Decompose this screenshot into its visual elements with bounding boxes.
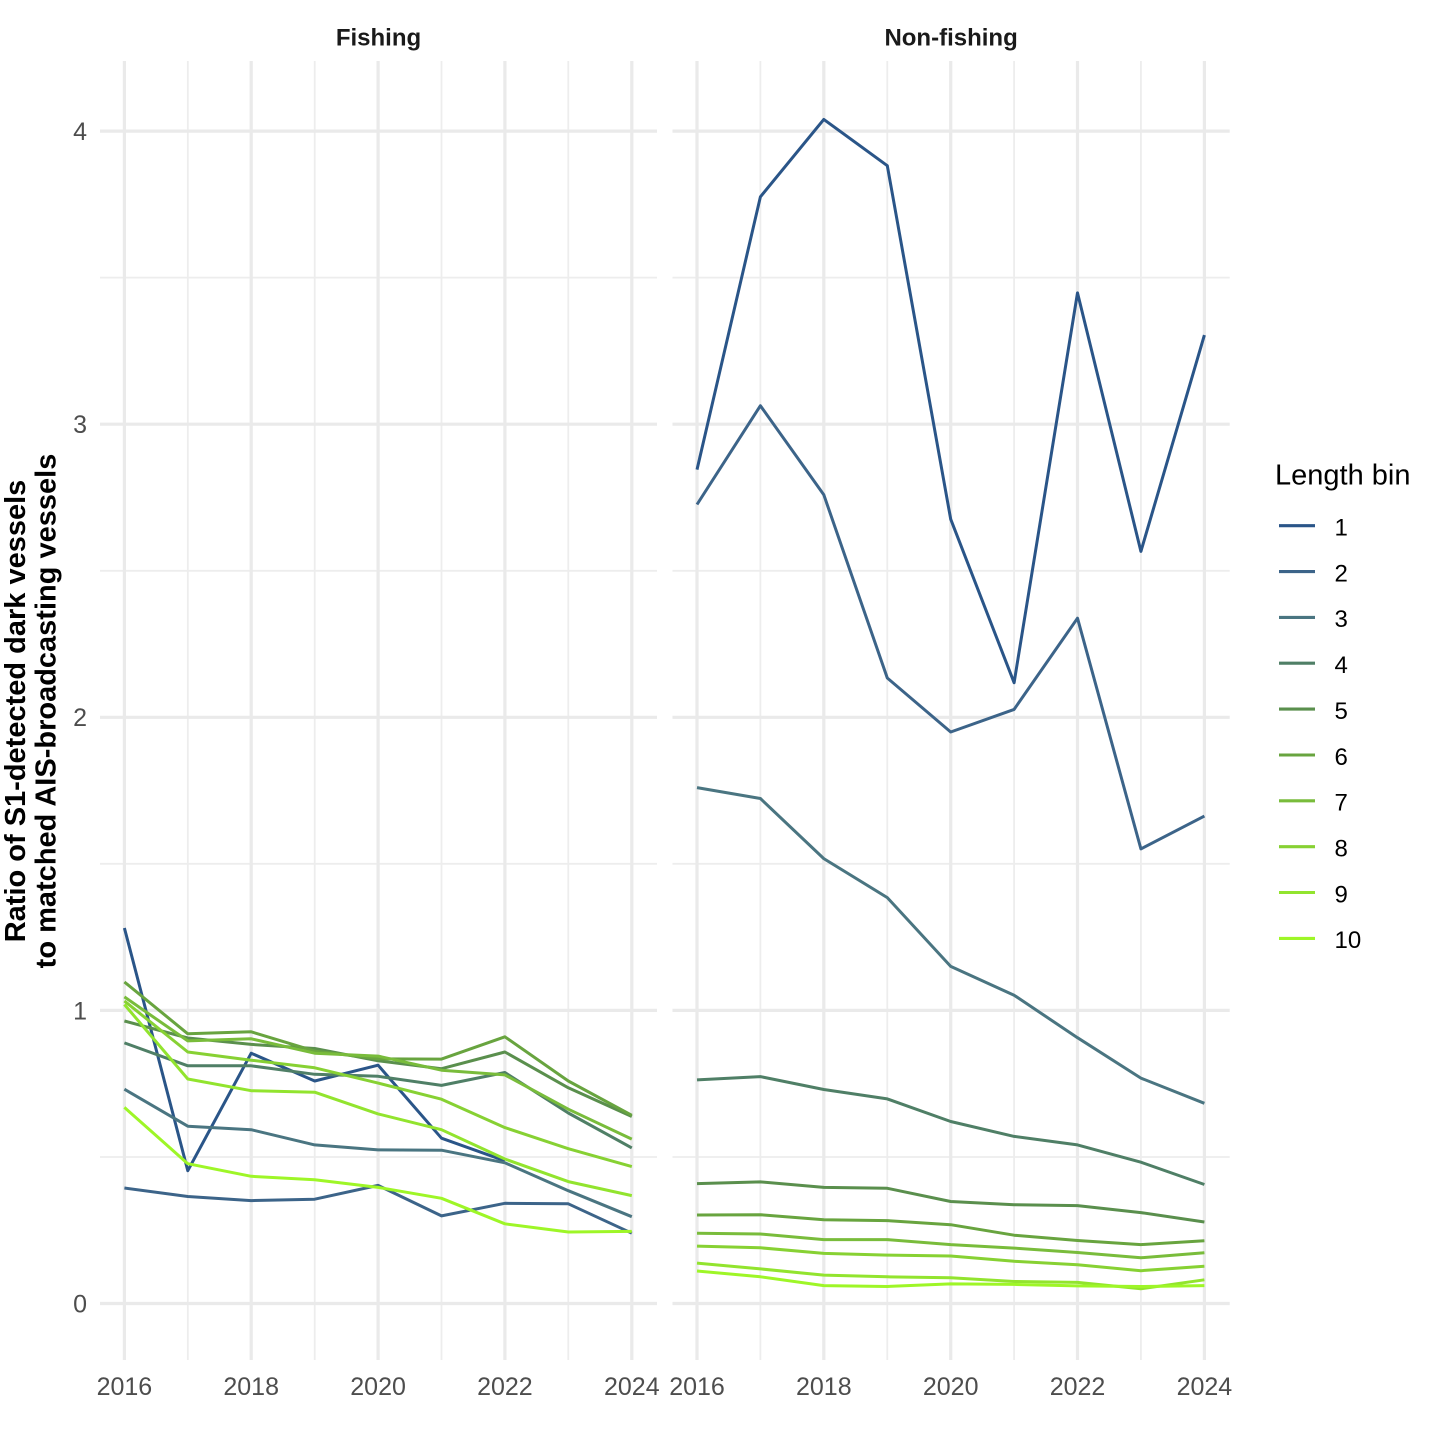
svg-text:Non-fishing: Non-fishing xyxy=(884,25,1017,52)
svg-text:Fishing: Fishing xyxy=(336,25,421,52)
svg-text:2018: 2018 xyxy=(223,1373,279,1401)
svg-text:2024: 2024 xyxy=(1177,1373,1233,1401)
svg-text:7: 7 xyxy=(1335,790,1348,817)
svg-text:4: 4 xyxy=(1335,652,1348,679)
svg-text:2024: 2024 xyxy=(604,1373,660,1401)
svg-text:2020: 2020 xyxy=(923,1373,979,1401)
svg-text:2016: 2016 xyxy=(97,1373,153,1401)
svg-text:5: 5 xyxy=(1335,698,1348,725)
svg-text:2020: 2020 xyxy=(350,1373,406,1401)
svg-text:2: 2 xyxy=(1335,560,1348,587)
svg-text:2018: 2018 xyxy=(796,1373,852,1401)
svg-text:2016: 2016 xyxy=(669,1373,725,1401)
svg-text:to matched AIS-broadcasting ve: to matched AIS-broadcasting vessels xyxy=(31,454,63,969)
svg-text:Length bin: Length bin xyxy=(1275,459,1410,491)
svg-text:0: 0 xyxy=(73,1290,87,1318)
svg-text:4: 4 xyxy=(73,118,87,146)
svg-text:6: 6 xyxy=(1335,744,1348,771)
svg-text:2: 2 xyxy=(73,704,87,732)
svg-text:1: 1 xyxy=(1335,515,1348,542)
svg-text:8: 8 xyxy=(1335,836,1348,863)
svg-text:3: 3 xyxy=(73,411,87,439)
svg-text:9: 9 xyxy=(1335,881,1348,908)
svg-text:1: 1 xyxy=(73,997,87,1025)
svg-text:3: 3 xyxy=(1335,606,1348,633)
svg-text:Ratio of S1-detected dark vess: Ratio of S1-detected dark vessels xyxy=(0,480,32,943)
svg-text:10: 10 xyxy=(1335,927,1362,954)
svg-text:2022: 2022 xyxy=(477,1373,533,1401)
svg-text:2022: 2022 xyxy=(1050,1373,1106,1401)
